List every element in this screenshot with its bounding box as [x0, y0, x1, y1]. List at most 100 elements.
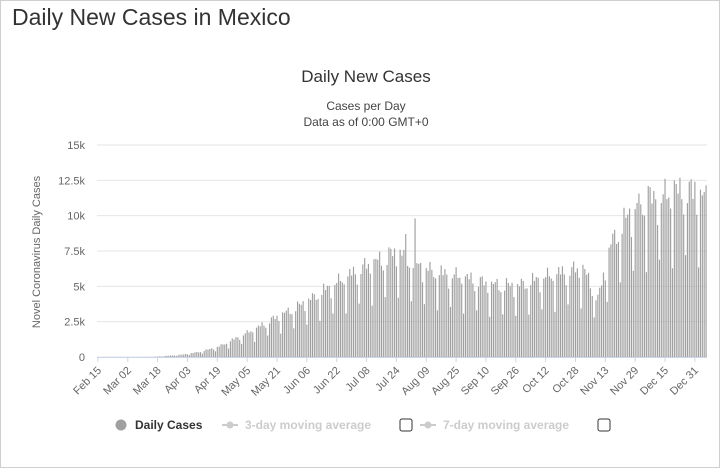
- bar[interactable]: [539, 292, 541, 357]
- bar[interactable]: [595, 300, 597, 357]
- bar[interactable]: [364, 258, 366, 357]
- bar[interactable]: [677, 193, 679, 357]
- bar[interactable]: [528, 314, 530, 357]
- bar[interactable]: [466, 274, 468, 357]
- bar[interactable]: [666, 199, 668, 357]
- bar[interactable]: [485, 281, 487, 357]
- bar[interactable]: [386, 264, 388, 357]
- bar[interactable]: [408, 267, 411, 357]
- bar[interactable]: [310, 299, 312, 357]
- bar[interactable]: [468, 279, 470, 357]
- bar[interactable]: [393, 248, 396, 357]
- bar[interactable]: [436, 310, 439, 357]
- bar[interactable]: [559, 274, 562, 357]
- bar[interactable]: [296, 301, 299, 357]
- bar[interactable]: [168, 355, 170, 357]
- bar[interactable]: [263, 325, 265, 357]
- bar[interactable]: [660, 203, 662, 357]
- bar[interactable]: [373, 259, 375, 357]
- bar[interactable]: [185, 354, 187, 357]
- bar[interactable]: [412, 268, 414, 357]
- bar[interactable]: [287, 307, 289, 357]
- bar[interactable]: [410, 301, 412, 357]
- bar[interactable]: [500, 292, 502, 357]
- bar[interactable]: [481, 276, 483, 357]
- bar[interactable]: [405, 234, 407, 357]
- bar[interactable]: [692, 198, 694, 357]
- bar[interactable]: [533, 280, 536, 357]
- bar[interactable]: [511, 282, 513, 357]
- bar[interactable]: [356, 284, 358, 357]
- bar[interactable]: [186, 354, 189, 357]
- bar[interactable]: [455, 267, 457, 357]
- bar[interactable]: [332, 313, 334, 357]
- bar[interactable]: [380, 265, 383, 357]
- bar[interactable]: [416, 263, 418, 357]
- bar[interactable]: [242, 335, 245, 357]
- bar[interactable]: [653, 190, 655, 357]
- bar[interactable]: [421, 282, 424, 357]
- bar[interactable]: [399, 249, 401, 357]
- bar[interactable]: [308, 298, 310, 357]
- bar[interactable]: [610, 244, 612, 357]
- bar[interactable]: [220, 344, 222, 357]
- bar[interactable]: [642, 214, 644, 357]
- bar[interactable]: [462, 313, 465, 357]
- bar[interactable]: [574, 272, 577, 357]
- bar[interactable]: [392, 256, 394, 357]
- bar[interactable]: [338, 273, 340, 357]
- bar[interactable]: [649, 187, 651, 357]
- bar[interactable]: [367, 263, 369, 357]
- bar[interactable]: [323, 283, 325, 357]
- bar[interactable]: [289, 313, 291, 357]
- bar[interactable]: [365, 268, 368, 357]
- bar[interactable]: [621, 233, 623, 357]
- bar[interactable]: [259, 326, 261, 357]
- bar[interactable]: [198, 352, 200, 357]
- bar[interactable]: [213, 349, 215, 357]
- bar[interactable]: [382, 270, 384, 357]
- bar[interactable]: [339, 280, 342, 357]
- bar[interactable]: [326, 285, 328, 357]
- bar[interactable]: [502, 314, 504, 357]
- bar[interactable]: [274, 318, 276, 357]
- bar[interactable]: [543, 278, 545, 357]
- bar[interactable]: [347, 276, 349, 357]
- bar[interactable]: [518, 286, 521, 357]
- bar[interactable]: [522, 280, 524, 357]
- bar[interactable]: [420, 262, 422, 357]
- bar[interactable]: [599, 287, 601, 357]
- bar[interactable]: [181, 354, 183, 357]
- bar[interactable]: [602, 272, 605, 358]
- bar[interactable]: [298, 303, 300, 357]
- bar[interactable]: [681, 199, 683, 357]
- bar[interactable]: [509, 286, 511, 357]
- bar[interactable]: [647, 185, 649, 357]
- legend-item[interactable]: Daily Cases: [115, 418, 203, 432]
- bar[interactable]: [515, 315, 517, 357]
- bar[interactable]: [341, 282, 343, 357]
- bar[interactable]: [571, 267, 573, 357]
- bar[interactable]: [623, 207, 625, 357]
- bar[interactable]: [438, 275, 440, 357]
- bar[interactable]: [457, 277, 459, 357]
- bar[interactable]: [507, 282, 509, 357]
- bar[interactable]: [477, 286, 480, 357]
- bar[interactable]: [177, 355, 179, 357]
- bar[interactable]: [675, 184, 677, 357]
- bar[interactable]: [196, 352, 198, 357]
- bar[interactable]: [701, 195, 703, 357]
- bar[interactable]: [267, 335, 269, 357]
- bar[interactable]: [265, 327, 267, 357]
- bar[interactable]: [379, 251, 381, 357]
- bar[interactable]: [448, 288, 450, 357]
- bar[interactable]: [199, 352, 202, 357]
- bar[interactable]: [565, 285, 567, 357]
- bar[interactable]: [671, 268, 674, 357]
- bar[interactable]: [188, 355, 190, 357]
- bar[interactable]: [235, 337, 237, 357]
- bar[interactable]: [433, 277, 435, 357]
- bar[interactable]: [498, 290, 500, 357]
- bar[interactable]: [358, 303, 360, 357]
- bar[interactable]: [397, 297, 399, 357]
